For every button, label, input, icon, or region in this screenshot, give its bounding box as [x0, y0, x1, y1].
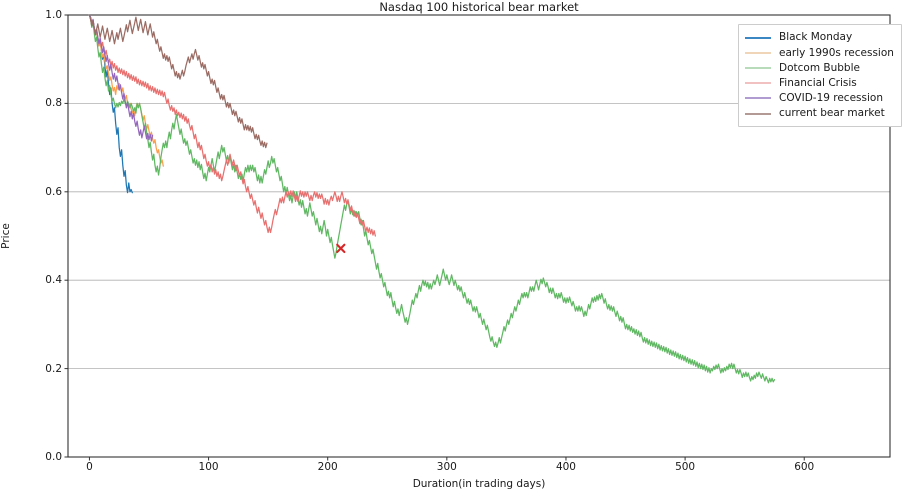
x-tick-label-6: 600 — [794, 461, 815, 473]
legend-label: Financial Crisis — [779, 76, 857, 89]
y-tick-label-2: 0.4 — [45, 274, 62, 287]
legend-swatch-icon — [745, 36, 771, 39]
legend-label: Black Monday — [779, 31, 853, 44]
axes-frame — [67, 14, 891, 458]
y-tick-label-3: 0.6 — [45, 185, 62, 198]
series-line-3 — [88, 14, 376, 237]
legend-item-3: Financial Crisis — [745, 76, 894, 91]
y-axis-label: Price — [0, 223, 12, 249]
x-tick-label-4: 400 — [555, 461, 576, 473]
legend-swatch-icon — [745, 112, 771, 115]
x-axis-label: Duration(in trading days) — [412, 478, 546, 490]
legend-label: Dotcom Bubble — [779, 61, 860, 74]
legend-swatch-icon — [745, 51, 771, 54]
series-line-5 — [88, 14, 268, 149]
y-tick-label-5: 1.0 — [45, 9, 62, 21]
legend-item-4: COVID-19 recession — [745, 91, 894, 106]
x-tick-label-1: 100 — [198, 461, 219, 473]
x-tick-label-5: 500 — [675, 461, 696, 473]
legend-swatch-icon — [745, 82, 771, 85]
x-tick-label-3: 300 — [436, 461, 457, 473]
legend-swatch-icon — [745, 97, 771, 100]
x-tick-label-0: 0 — [86, 461, 93, 473]
legend-label: early 1990s recession — [779, 46, 894, 59]
legend: Black Monday early 1990s recession Dotcom … — [738, 24, 902, 128]
chart-title: Nasdaq 100 historical bear market — [379, 0, 579, 14]
legend-item-0: Black Monday — [745, 30, 894, 45]
legend-item-5: current bear market — [745, 106, 894, 121]
series-line-1 — [88, 14, 164, 167]
legend-item-2: Dotcom Bubble — [745, 60, 894, 75]
current-position-marker — [336, 243, 346, 254]
legend-label: current bear market — [779, 107, 885, 120]
y-axis-ticks: 0.0 0.2 0.4 0.6 0.8 1.0 — [24, 0, 62, 500]
legend-swatch-icon — [745, 66, 771, 69]
y-tick-label-4: 0.8 — [45, 97, 62, 110]
y-tick-label-0: 0.0 — [45, 451, 62, 463]
x-tick-label-2: 200 — [317, 461, 338, 473]
series-line-2 — [88, 14, 776, 384]
y-tick-label-1: 0.2 — [45, 362, 62, 375]
series-line-4 — [88, 14, 154, 142]
marker-stroke-b — [336, 243, 346, 254]
legend-item-1: early 1990s recession — [745, 45, 894, 60]
legend-label: COVID-19 recession — [779, 92, 883, 105]
